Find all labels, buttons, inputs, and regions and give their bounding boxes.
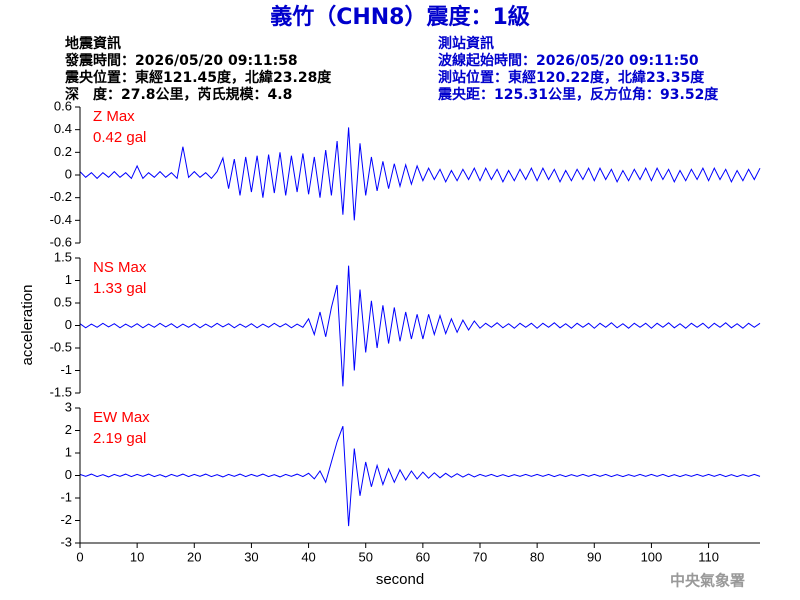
y-tick-label: -1.5 <box>50 384 72 399</box>
info-right: 測站位置：東經120.22度，北緯23.35度 <box>438 69 705 86</box>
x-tick-label: 70 <box>473 549 487 564</box>
panel-label: NS Max <box>93 259 147 276</box>
info-left: 震央位置：東經121.45度，北緯23.28度 <box>64 69 332 86</box>
y-tick-label: -3 <box>60 534 72 549</box>
y-tick-label: 0.5 <box>54 294 72 309</box>
x-tick-label: 30 <box>244 549 258 564</box>
waveform <box>79 426 761 527</box>
x-tick-label: 90 <box>587 549 601 564</box>
y-tick-label: -2 <box>60 512 72 527</box>
waveform <box>79 127 761 221</box>
info-right: 波線起始時間：2026/05/20 09:11:50 <box>438 52 699 69</box>
x-tick-label: 50 <box>358 549 372 564</box>
y-axis-label: acceleration <box>19 285 36 366</box>
y-tick-label: 1 <box>65 272 72 287</box>
info-left: 發震時間：2026/05/20 09:11:58 <box>64 52 298 69</box>
x-tick-label: 10 <box>130 549 144 564</box>
y-tick-label: 0.2 <box>54 144 72 159</box>
info-right: 測站資訊 <box>438 35 494 52</box>
y-tick-label: -0.2 <box>50 189 72 204</box>
x-tick-label: 110 <box>698 549 719 564</box>
chart-title: 義竹（CHN8）震度：1級 <box>270 4 530 30</box>
y-tick-label: -0.4 <box>50 212 72 227</box>
panel-annotation: 0.42 gal <box>93 129 146 146</box>
x-tick-label: 60 <box>416 549 430 564</box>
y-tick-label: 2 <box>65 422 72 437</box>
y-tick-label: 0.6 <box>54 98 72 113</box>
y-tick-label: 0 <box>65 317 72 332</box>
panel-label: EW Max <box>93 409 150 426</box>
y-tick-label: -0.6 <box>50 234 72 249</box>
x-tick-label: 80 <box>530 549 544 564</box>
y-tick-label: 0 <box>65 166 72 181</box>
y-tick-label: 0.4 <box>54 121 72 136</box>
x-axis-label: second <box>376 571 424 588</box>
y-tick-label: 3 <box>65 399 72 414</box>
x-tick-label: 20 <box>187 549 201 564</box>
x-tick-label: 40 <box>301 549 315 564</box>
panel-annotation: 1.33 gal <box>93 280 146 297</box>
panel-annotation: 2.19 gal <box>93 430 146 447</box>
y-tick-label: 0 <box>65 467 72 482</box>
y-tick-label: 1.5 <box>54 249 72 264</box>
y-tick-label: 1 <box>65 444 72 459</box>
y-tick-label: -1 <box>60 362 72 377</box>
info-left: 深 度：27.8公里，芮氏規模：4.8 <box>65 86 292 103</box>
panel-label: Z Max <box>93 108 135 125</box>
y-tick-label: -1 <box>60 489 72 504</box>
info-right: 震央距：125.31公里，反方位角：93.52度 <box>437 86 719 103</box>
x-tick-label: 0 <box>76 549 83 564</box>
waveform <box>79 265 761 387</box>
y-tick-label: -0.5 <box>50 339 72 354</box>
footer-watermark: 中央氣象署 <box>670 572 745 590</box>
info-left: 地震資訊 <box>65 35 121 52</box>
x-tick-label: 100 <box>641 549 663 564</box>
